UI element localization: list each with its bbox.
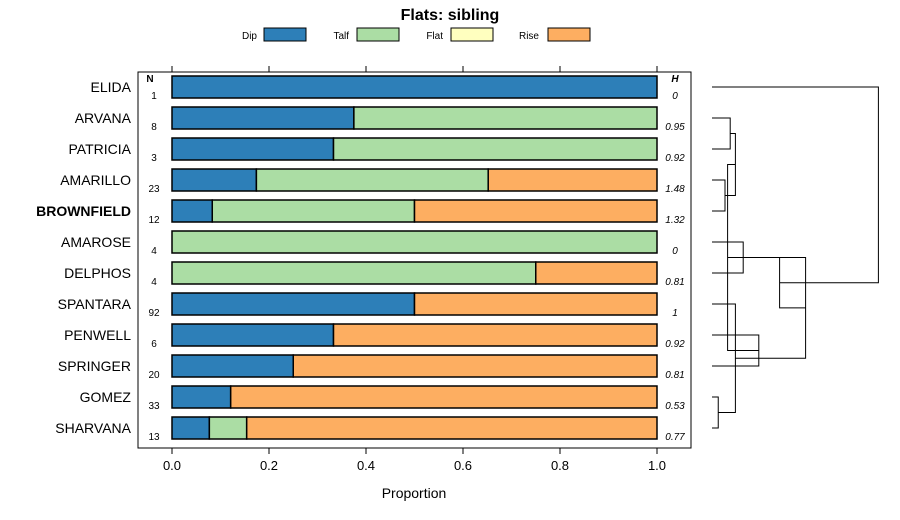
dendrogram: [712, 86, 879, 429]
bar-patricia-talf: [332, 137, 658, 161]
bar-amarose-talf: [171, 230, 658, 254]
x-axis: 0.0 0.2 0.4 0.6 0.8 1.0: [163, 66, 666, 473]
dendrogram-merge-8: [712, 303, 736, 413]
x-tick-label-0-6: 0.6: [454, 458, 472, 473]
plot-frame: [137, 71, 692, 449]
n-value-springer: 20: [148, 370, 160, 381]
bar-brownfield-talf: [211, 199, 416, 223]
h-header: H: [671, 74, 679, 85]
n-value-sharvana: 13: [148, 432, 160, 443]
h-value-elida: 0: [672, 91, 678, 102]
bar-sharvana-talf: [208, 416, 248, 440]
row-label-amarillo: AMARILLO: [60, 172, 131, 188]
row-label-penwell: PENWELL: [64, 327, 131, 343]
n-value-penwell: 6: [151, 339, 157, 350]
h-value-delphos: 0.81: [665, 277, 684, 288]
row-label-elida: ELIDA: [91, 79, 132, 95]
bar-arvana-dip: [171, 106, 355, 130]
rows: ELIDA 1 0 ARVANA 8 0.95 PATRICIA 3 0.92 AMARILLO 2…: [36, 75, 685, 443]
n-value-elida: 1: [151, 91, 157, 102]
h-value-amarillo: 1.48: [665, 184, 685, 195]
n-value-patricia: 3: [151, 153, 157, 164]
row-label-gomez: GOMEZ: [80, 389, 132, 405]
bar-delphos-talf: [171, 261, 537, 285]
row-label-springer: SPRINGER: [58, 358, 131, 374]
bar-sharvana-rise: [245, 416, 658, 440]
legend-label-talf: Talf: [333, 31, 349, 42]
x-tick-label-0-0: 0.0: [163, 458, 181, 473]
bar-arvana-talf: [353, 106, 658, 130]
bar-brownfield-rise: [413, 199, 658, 223]
legend-swatch-dip: [263, 27, 307, 42]
row-label-amarose: AMAROSE: [61, 234, 131, 250]
h-value-springer: 0.81: [665, 370, 684, 381]
bar-delphos-rise: [535, 261, 658, 285]
legend-label-dip: Dip: [242, 31, 257, 42]
bar-elida-dip: [171, 75, 658, 99]
x-tick-label-0-4: 0.4: [357, 458, 375, 473]
row-label-arvana: ARVANA: [75, 110, 132, 126]
x-tick-label-0-2: 0.2: [260, 458, 278, 473]
h-value-patricia: 0.92: [665, 153, 685, 164]
n-header: N: [146, 74, 153, 85]
legend: Dip Talf Flat Rise: [242, 27, 591, 42]
row-label-sharvana: SHARVANA: [55, 420, 131, 436]
n-value-arvana: 8: [151, 122, 157, 133]
bar-amarillo-talf: [255, 168, 489, 192]
n-value-amarillo: 23: [148, 184, 160, 195]
legend-swatch-talf: [356, 27, 400, 42]
h-value-sharvana: 0.77: [665, 432, 685, 443]
row-label-delphos: DELPHOS: [64, 265, 131, 281]
bar-gomez-rise: [229, 385, 658, 409]
bar-sharvana-dip: [171, 416, 211, 440]
bar-penwell-dip: [171, 323, 335, 347]
bar-patricia-dip: [171, 137, 335, 161]
dendrogram-merge-11: [712, 86, 879, 284]
n-value-gomez: 33: [148, 401, 160, 412]
row-label-brownfield: BROWNFIELD: [36, 203, 131, 219]
legend-label-rise: Rise: [519, 31, 539, 42]
bar-spantara-rise: [413, 292, 658, 316]
bar-penwell-rise: [332, 323, 658, 347]
bar-springer-dip: [171, 354, 294, 378]
h-value-brownfield: 1.32: [665, 215, 685, 226]
h-value-penwell: 0.92: [665, 339, 685, 350]
row-label-spantara: SPANTARA: [58, 296, 132, 312]
bar-amarillo-rise: [487, 168, 658, 192]
row-label-patricia: PATRICIA: [69, 141, 132, 157]
bar-springer-rise: [292, 354, 658, 378]
x-tick-label-1-0: 1.0: [648, 458, 666, 473]
h-value-amarose: 0: [672, 246, 678, 257]
legend-swatch-rise: [547, 27, 591, 42]
chart-title: Flats: sibling: [401, 7, 500, 24]
dendrogram-merge-6: [712, 396, 719, 429]
h-value-spantara: 1: [672, 308, 678, 319]
n-value-amarose: 4: [151, 246, 157, 257]
x-tick-label-0-8: 0.8: [551, 458, 569, 473]
n-value-spantara: 92: [148, 308, 160, 319]
n-value-brownfield: 12: [148, 215, 160, 226]
bar-gomez-dip: [171, 385, 232, 409]
dendrogram-merge-1: [712, 117, 731, 150]
dendrogram-merge-2: [712, 179, 726, 212]
x-axis-title: Proportion: [382, 485, 447, 501]
legend-label-flat: Flat: [426, 31, 443, 42]
h-value-gomez: 0.53: [665, 401, 685, 412]
n-value-delphos: 4: [151, 277, 157, 288]
bar-amarillo-dip: [171, 168, 258, 192]
h-value-arvana: 0.95: [665, 122, 685, 133]
bar-brownfield-dip: [171, 199, 214, 223]
legend-swatch-flat: [450, 27, 494, 42]
bar-spantara-dip: [171, 292, 416, 316]
